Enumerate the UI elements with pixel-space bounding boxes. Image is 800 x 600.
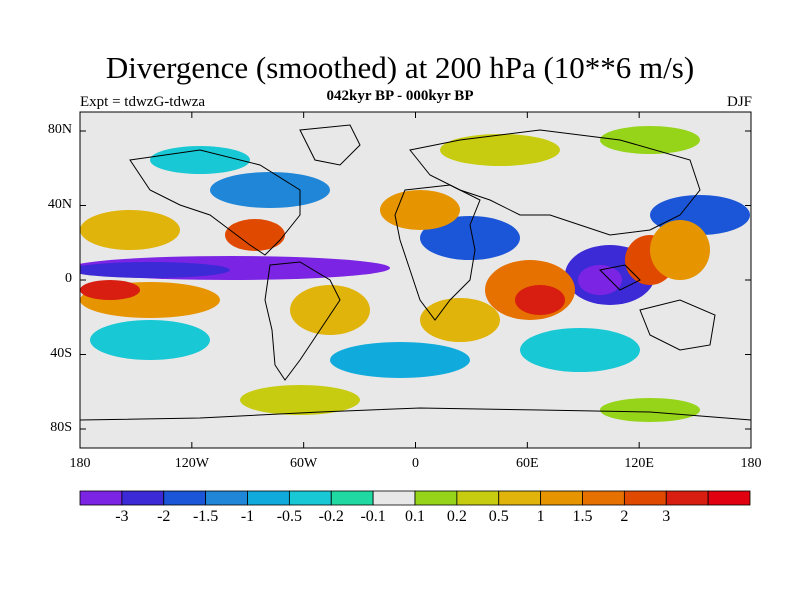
x-tick-label: 120E <box>624 456 654 471</box>
colorbar-label: -0.5 <box>276 508 303 525</box>
season-label: DJF <box>726 94 752 110</box>
colorbar-label: -0.2 <box>318 508 344 525</box>
colorbar-label: -0.1 <box>360 508 386 525</box>
colorbar-swatch <box>330 490 374 506</box>
colorbar-swatch <box>205 490 248 506</box>
y-tick-label: 40S <box>50 345 72 361</box>
colorbar-swatch <box>79 490 123 506</box>
colorbar <box>79 490 751 506</box>
axis-ticks <box>79 112 752 448</box>
field-blobs <box>80 126 750 422</box>
colorbar-label: -3 <box>115 508 129 525</box>
colorbar-swatch <box>623 490 667 506</box>
x-tick-label: 60W <box>290 456 318 471</box>
y-tick-label: 0 <box>65 271 72 286</box>
colorbar-label: 1.5 <box>572 508 593 525</box>
y-tick-label: 80N <box>47 122 72 137</box>
x-tick-label: 0 <box>412 456 419 471</box>
colorbar-swatch <box>288 490 332 506</box>
colorbar-swatch <box>582 490 625 506</box>
map-subtitle: 042kyr BP - 000kyr BP <box>326 88 474 104</box>
y-tick-label: 40N <box>47 196 72 212</box>
colorbar-swatch <box>247 490 290 506</box>
colorbar-label: -1 <box>240 508 255 525</box>
colorbar-label: 0.2 <box>446 508 467 525</box>
colorbar-swatch <box>498 490 542 506</box>
colorbar-label: 2 <box>620 508 629 525</box>
colorbar-swatch <box>163 490 207 506</box>
colorbar-swatch <box>707 490 751 506</box>
contour-field <box>80 112 751 448</box>
colorbar-label: 1 <box>536 508 545 525</box>
colorbar-label: 0.1 <box>405 508 425 525</box>
colorbar-label: -1.5 <box>192 508 219 525</box>
y-tick-label: 80S <box>50 420 72 435</box>
colorbar-swatch <box>456 490 500 506</box>
colorbar-swatch <box>372 490 416 506</box>
map-title: Divergence (smoothed) at 200 hPa (10**6 … <box>105 50 695 85</box>
x-tick-label: 120W <box>174 456 209 471</box>
colorbar-label: -2 <box>157 508 171 525</box>
colorbar-swatch <box>540 490 583 506</box>
x-tick-label: 180 <box>740 456 762 471</box>
x-tick-label: 180 <box>69 456 91 471</box>
coastlines <box>80 124 751 421</box>
colorbar-label: 3 <box>662 508 671 525</box>
experiment-label: Expt = tdwzG-tdwza <box>80 94 206 110</box>
colorbar-swatch <box>414 490 458 506</box>
colorbar-swatch <box>121 490 165 506</box>
colorbar-swatch <box>665 490 709 506</box>
x-tick-label: 60E <box>516 456 539 471</box>
colorbar-label: 0.5 <box>488 508 509 525</box>
